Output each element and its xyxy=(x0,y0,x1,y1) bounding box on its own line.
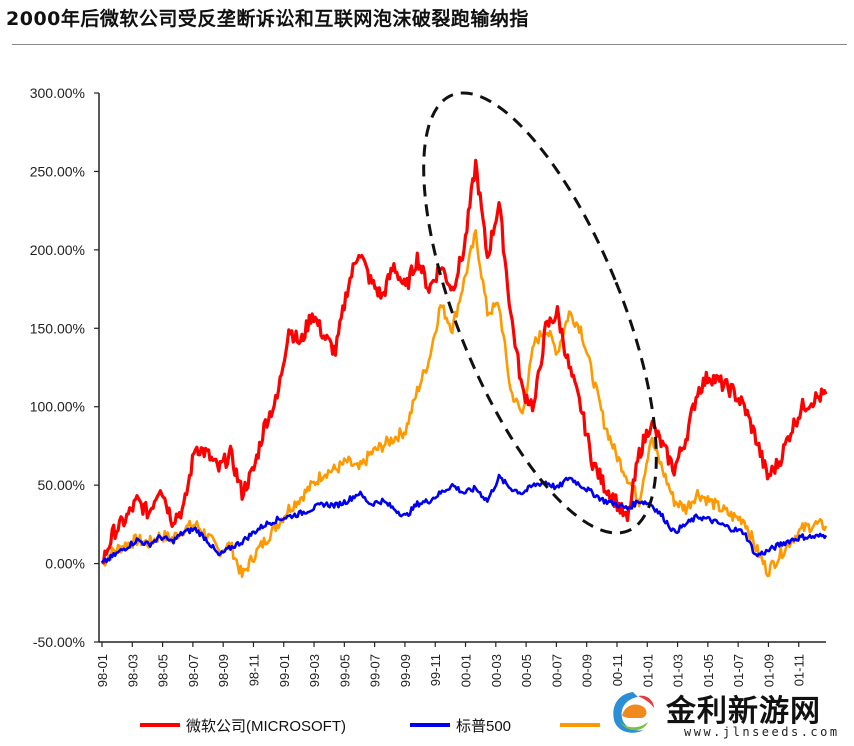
x-tick-label: 99-09 xyxy=(398,654,413,687)
chart-title: 2000年后微软公司受反垄断诉讼和互联网泡沫破裂跑输纳指 xyxy=(6,8,529,30)
x-tick-label: 01-11 xyxy=(792,654,807,686)
brand-logo-icon xyxy=(613,692,654,733)
x-tick-label: 98-05 xyxy=(156,654,171,687)
legend-item-microsoft: 微软公司(MICROSOFT) xyxy=(140,712,346,738)
y-tick-label: 0.00% xyxy=(45,556,85,572)
series-line-sp500 xyxy=(101,473,828,564)
series-line-microsoft xyxy=(100,158,828,565)
legend-swatch-microsoft xyxy=(140,723,180,727)
legend-item-nasdaq xyxy=(560,712,606,738)
title-divider xyxy=(12,44,847,45)
y-tick-label: 200.00% xyxy=(30,242,85,258)
x-tick-label: 98-07 xyxy=(186,654,201,687)
x-tick-label: 01-09 xyxy=(761,654,776,687)
legend-label-sp500: 标普500 xyxy=(456,717,512,735)
legend-swatch-sp500 xyxy=(410,723,450,727)
watermark-name: 金利新游网 xyxy=(666,694,821,729)
x-tick-label: 99-01 xyxy=(277,654,292,687)
y-tick-label: 50.00% xyxy=(38,477,85,493)
x-tick-label: 99-11 xyxy=(428,654,443,686)
x-tick-label: 99-03 xyxy=(307,654,322,687)
x-tick-label: 98-11 xyxy=(246,654,261,686)
x-tick-label: 00-05 xyxy=(519,654,534,687)
x-tick-label: 99-05 xyxy=(337,654,352,687)
x-tick-label: 01-07 xyxy=(731,654,746,687)
x-tick-label: 00-01 xyxy=(459,654,474,687)
axes: 300.00% 250.00% 200.00% 150.00% 100.00% 50.00… xyxy=(30,85,826,687)
series-layer xyxy=(100,158,828,579)
x-tick-label: 98-01 xyxy=(95,654,110,687)
x-tick-label: 00-07 xyxy=(549,654,564,687)
x-tick-label: 01-01 xyxy=(640,654,655,687)
x-tick-label: 98-09 xyxy=(216,654,231,687)
legend-swatch-nasdaq xyxy=(560,723,600,727)
watermark: 金利新游网 www.jlnseeds.com xyxy=(604,686,854,746)
y-tick-label: 300.00% xyxy=(30,85,85,101)
y-tick-label: 250.00% xyxy=(30,163,85,179)
x-tick-label: 01-03 xyxy=(671,654,686,687)
x-tick-label: 00-09 xyxy=(580,654,595,687)
legend-item-sp500: 标普500 xyxy=(410,712,511,738)
x-tick-label: 99-07 xyxy=(368,654,383,687)
watermark-url: www.jlnseeds.com xyxy=(684,725,840,739)
x-tick-label: 01-05 xyxy=(701,654,716,687)
x-tick-label: 00-11 xyxy=(610,654,625,686)
series-line-nasdaq xyxy=(100,229,828,579)
y-tick-label: 150.00% xyxy=(30,320,85,336)
legend-label-microsoft: 微软公司(MICROSOFT) xyxy=(186,717,346,735)
x-tick-label: 98-03 xyxy=(125,654,140,687)
y-tick-label: 100.00% xyxy=(30,399,85,415)
x-tick-label: 00-03 xyxy=(489,654,504,687)
y-tick-label: -50.00% xyxy=(33,634,85,650)
highlight-ellipse xyxy=(422,91,658,535)
